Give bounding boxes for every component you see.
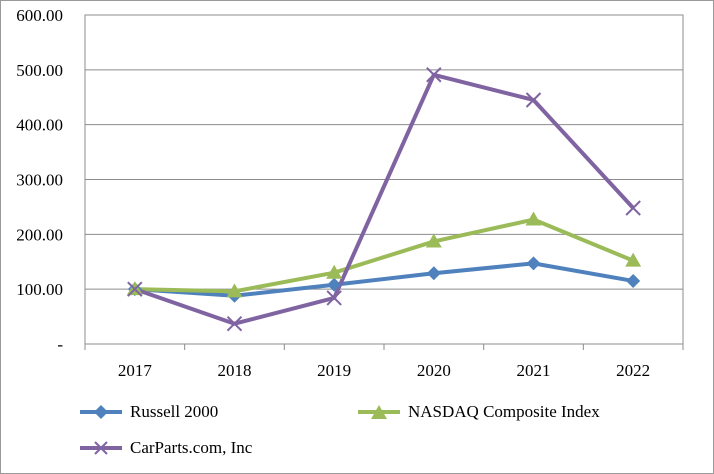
- series-line: [134, 261, 634, 298]
- data-point: [526, 256, 541, 271]
- data-point: [626, 273, 641, 288]
- data-point: [426, 266, 441, 281]
- data-point: [127, 281, 143, 297]
- x-tick-label: 2017: [118, 361, 153, 380]
- legend-label-carparts: CarParts.com, Inc: [130, 438, 253, 457]
- y-tick-label: 400.00: [16, 116, 63, 135]
- y-tick-label: 100.00: [16, 280, 63, 299]
- x-tick-label: 2018: [218, 361, 252, 380]
- data-point: [525, 211, 542, 226]
- data-point: [625, 252, 642, 267]
- y-tick-label: 500.00: [16, 61, 63, 80]
- data-point: [326, 290, 342, 306]
- y-tick-label: 300.00: [16, 171, 63, 190]
- y-tick-label: -: [57, 335, 63, 354]
- legend-label-nasdaq: NASDAQ Composite Index: [408, 402, 600, 421]
- x-tick-label: 2021: [517, 361, 551, 380]
- series-line: [134, 217, 634, 294]
- legend-item-nasdaq: NASDAQ Composite Index: [356, 402, 600, 422]
- y-tick-label: 200.00: [16, 225, 63, 244]
- line-chart: - 100.00 200.00 300.00 400.00 500.00 600.00 201…: [16, 6, 684, 380]
- data-point: [327, 277, 342, 292]
- x-tick-label: 2022: [616, 361, 650, 380]
- data-point: [625, 200, 641, 216]
- data-point: [426, 67, 442, 83]
- legend-swatch-carparts: [80, 441, 122, 455]
- x-tick-label: 2019: [317, 361, 351, 380]
- legend-swatch-russell: [80, 405, 122, 419]
- data-point: [226, 283, 243, 298]
- data-point: [226, 316, 243, 332]
- legend-item-russell: Russell 2000: [78, 402, 218, 422]
- data-point: [525, 92, 542, 108]
- data-point: [425, 233, 442, 248]
- y-tick-label: 600.00: [16, 6, 63, 25]
- legend-label-russell: Russell 2000: [130, 402, 219, 421]
- x-tick-label: 2020: [417, 361, 451, 380]
- legend-swatch-nasdaq: [358, 405, 400, 419]
- series-line: [134, 72, 635, 326]
- data-point: [326, 264, 343, 279]
- legend-item-carparts: CarParts.com, Inc: [78, 438, 252, 458]
